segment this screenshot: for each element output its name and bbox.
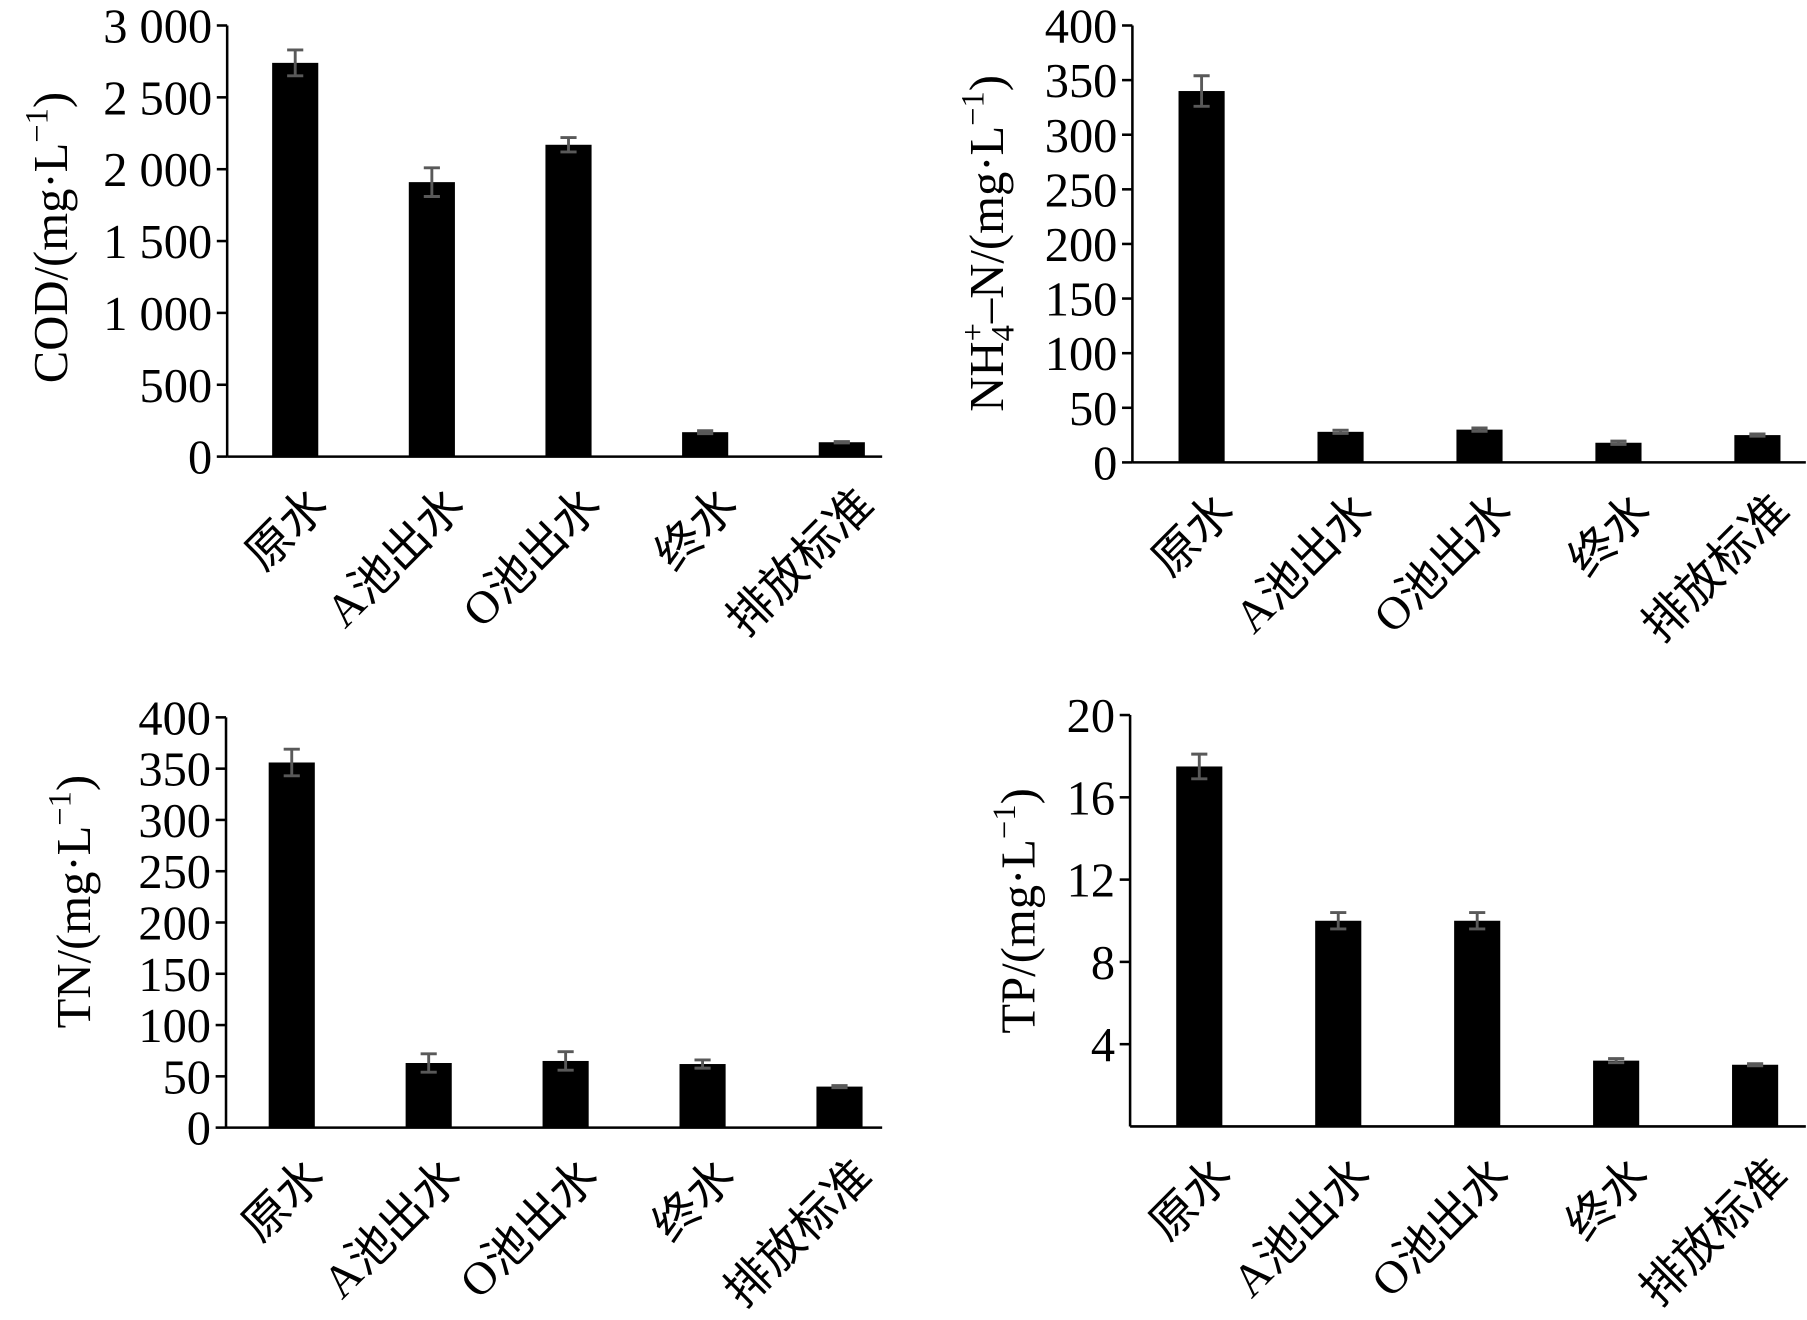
error-bar-3-3: [1608, 1057, 1625, 1065]
bar-0-0: [272, 62, 319, 457]
bar-0-4: [818, 442, 865, 457]
error-bar-0-1: [423, 166, 440, 198]
y-tick-label-1-7: 350: [1045, 54, 1118, 108]
y-axis-label-part-3-1: −1: [986, 804, 1022, 839]
y-axis-label-3: TP/(mg·L−1): [986, 788, 1046, 1033]
error-bar-2-2: [557, 1050, 574, 1072]
bar-1-0: [1178, 91, 1225, 463]
y-axis-label-part-1-1: 4: [985, 325, 1021, 341]
y-tick-label-0-4: 2 000: [103, 143, 212, 197]
y-tick-label-3-2: 12: [1067, 854, 1115, 908]
y-tick-label-2-7: 350: [138, 743, 211, 797]
y-tick-label-1-2: 100: [1045, 327, 1118, 381]
error-bar-3-1: [1330, 911, 1347, 931]
y-tick-label-2-8: 400: [138, 691, 211, 745]
error-bar-1-3: [1610, 439, 1627, 446]
bar-2-0: [268, 762, 315, 1128]
y-tick-label-0-6: 3 000: [103, 0, 212, 54]
bar-2-2: [542, 1060, 589, 1128]
error-bar-2-3: [694, 1058, 711, 1070]
error-bar-1-0: [1193, 74, 1210, 108]
bar-3-2: [1454, 920, 1501, 1127]
error-bar-3-0: [1191, 752, 1208, 781]
y-tick-label-2-5: 250: [138, 845, 211, 899]
y-axis-label-2: TN/(mg·L−1): [41, 775, 101, 1028]
y-tick-label-3-0: 4: [1091, 1018, 1115, 1072]
error-bar-2-0: [283, 747, 300, 778]
y-tick-label-1-0: 0: [1093, 436, 1117, 490]
y-tick-label-0-1: 500: [140, 359, 213, 413]
y-tick-label-1-3: 150: [1045, 272, 1118, 326]
bar-1-3: [1595, 442, 1642, 463]
bar-1-4: [1734, 435, 1781, 463]
error-bar-1-2: [1471, 426, 1488, 433]
y-axis-label-part-1-4: −1: [955, 91, 991, 126]
y-tick-label-2-2: 100: [138, 999, 211, 1053]
bar-1-2: [1456, 429, 1503, 463]
bar-0-1: [408, 182, 455, 457]
y-axis-label-part-1-2: +: [955, 323, 991, 341]
y-axis-label-part-1-5: ): [960, 75, 1014, 91]
error-bar-0-4: [833, 440, 850, 445]
y-axis-label-part-0-2: ): [24, 92, 78, 108]
y-axis-label-part-3-0: TP/(mg·L: [991, 839, 1045, 1034]
y-tick-label-3-4: 20: [1067, 689, 1115, 743]
error-bar-2-1: [420, 1052, 437, 1074]
y-axis-label-part-2-0: TN/(mg·L: [47, 826, 101, 1029]
bar-2-4: [816, 1086, 863, 1128]
y-tick-label-3-1: 8: [1091, 936, 1115, 990]
y-tick-label-2-1: 50: [163, 1050, 211, 1104]
y-tick-label-1-1: 50: [1069, 382, 1117, 436]
y-axis-label-1: NH4+–N/(mg·L−1): [955, 75, 1021, 412]
y-tick-label-2-0: 0: [187, 1102, 211, 1156]
y-tick-label-0-5: 2 500: [103, 71, 212, 125]
y-tick-label-1-5: 250: [1045, 163, 1118, 217]
error-bar-3-2: [1469, 911, 1486, 931]
bar-3-3: [1593, 1060, 1640, 1127]
y-tick-label-0-0: 0: [188, 431, 212, 485]
y-tick-label-1-4: 200: [1045, 218, 1118, 272]
error-bar-3-4: [1747, 1062, 1764, 1068]
y-axis-label-part-2-1: −1: [41, 791, 77, 826]
bar-0-2: [545, 144, 592, 457]
y-axis-label-part-0-0: COD/(mg·L: [24, 143, 78, 384]
y-axis-label-part-2-2: ): [47, 775, 101, 791]
error-bar-1-4: [1749, 432, 1766, 438]
y-tick-label-2-4: 200: [138, 896, 211, 950]
y-tick-label-2-6: 300: [138, 794, 211, 848]
y-tick-label-1-6: 300: [1045, 109, 1118, 163]
error-bar-0-2: [560, 136, 577, 154]
bar-2-3: [679, 1064, 726, 1128]
y-tick-label-0-3: 1 500: [103, 215, 212, 269]
bar-2-1: [405, 1063, 452, 1128]
bar-3-4: [1732, 1064, 1779, 1127]
error-bar-2-4: [831, 1084, 848, 1090]
y-tick-label-0-2: 1 000: [103, 287, 212, 341]
y-axis-label-part-1-3: –N/(mg·L: [960, 126, 1014, 324]
y-axis-label-part-0-1: −1: [18, 108, 54, 143]
y-tick-label-2-3: 150: [138, 948, 211, 1002]
y-tick-label-3-3: 16: [1067, 771, 1115, 825]
y-axis-label-part-3-2: ): [991, 788, 1045, 804]
error-bar-0-3: [697, 429, 714, 436]
y-axis-label-0: COD/(mg·L−1): [18, 92, 78, 383]
bar-3-1: [1315, 920, 1362, 1127]
error-bar-1-1: [1332, 428, 1349, 435]
y-tick-label-1-8: 400: [1045, 0, 1118, 54]
bar-3-0: [1176, 766, 1223, 1127]
error-bar-0-0: [287, 48, 304, 78]
bar-0-3: [682, 432, 729, 457]
bar-1-1: [1317, 431, 1364, 463]
y-axis-label-part-1-0: NH: [960, 341, 1014, 411]
